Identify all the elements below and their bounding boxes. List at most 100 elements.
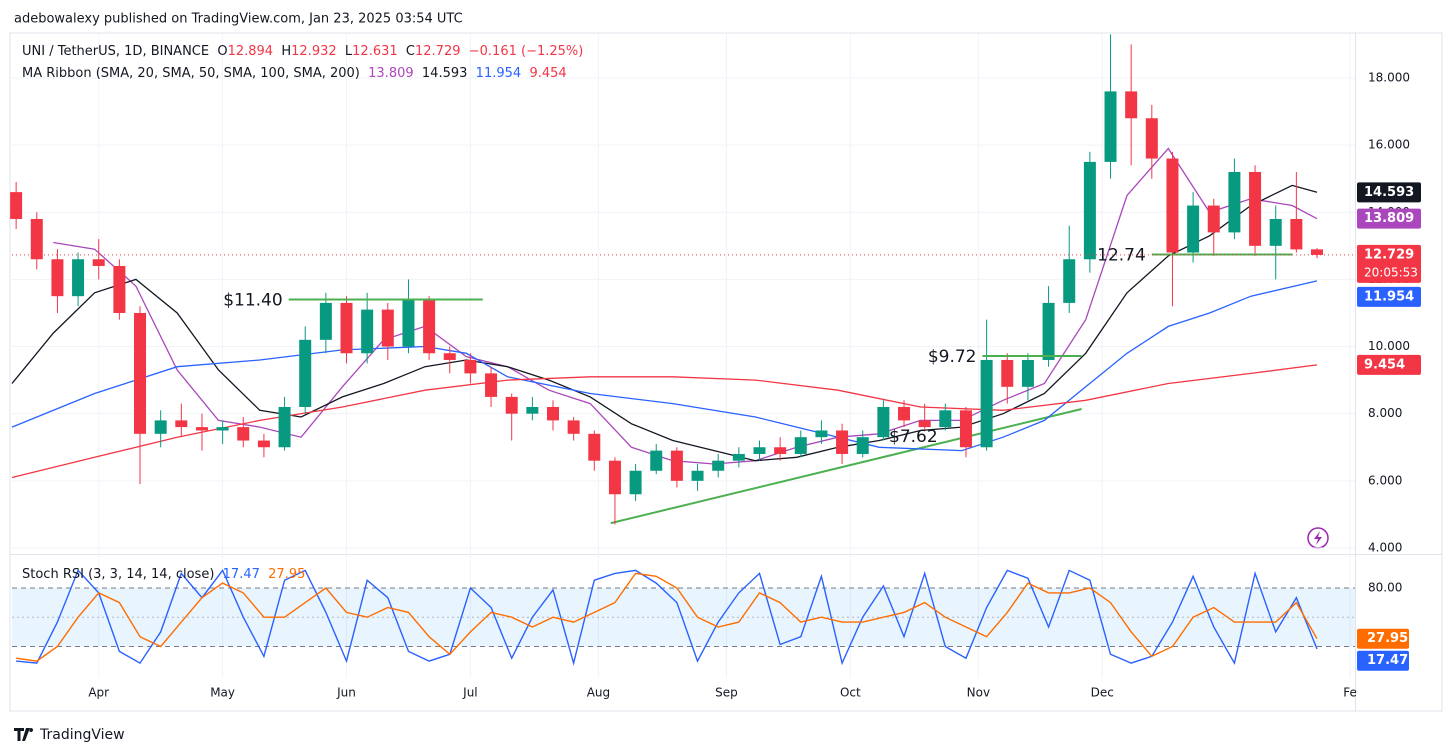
candle-body [691,470,704,481]
candle-body [1249,171,1262,246]
x-tick-label: Nov [967,686,990,700]
candle-body [340,302,353,354]
stoch-line [16,569,1318,666]
candle-body [918,420,931,428]
price-label-box [1357,354,1421,375]
candle-body [567,420,580,434]
candle-body [1001,359,1014,387]
ohlc-letter: O [217,44,228,59]
candle-body [774,447,787,454]
footer-brand: TradingView [39,727,125,743]
price-label-box [1357,244,1421,283]
ma-line [11,184,1318,462]
ma-title: MA Ribbon (SMA, 20, SMA, 50, SMA, 100, S… [22,66,360,81]
candle-body [505,396,518,414]
annotation-label: $7.62 [889,427,938,447]
header: adebowalexy published on TradingView.com… [14,12,463,27]
y-tick-label: 4.000 [1368,540,1402,554]
x-tick-label: May [210,686,235,700]
candle-body [815,430,828,438]
ma-line [53,147,1318,465]
stoch-value: 17.47 [222,567,260,582]
ma-legend: MA Ribbon (SMA, 20, SMA, 50, SMA, 100, S… [22,66,567,81]
level-label: 12.74 [1097,246,1146,266]
stoch-label-box [1357,650,1409,671]
countdown: 20:05:53 [1364,265,1418,279]
candle-body [588,433,601,461]
candle-body [877,406,890,438]
candle-body [464,359,477,374]
stoch-label: 17.47 [1367,653,1408,668]
candle-body [670,450,683,481]
candle-body [278,406,291,448]
candle-body [526,406,539,414]
candle-body [1166,158,1179,253]
ma-value: 13.809 [368,66,414,81]
candle-body [629,470,642,495]
candle-body [732,453,745,461]
candle-body [443,353,456,360]
x-tick-label: Apr [88,686,109,700]
candle-body [175,420,188,428]
y-tick-label: 18.000 [1368,70,1410,84]
level-label: $9.72 [928,347,977,367]
x-tick-label: Dec [1091,686,1114,700]
candle-body [1063,259,1076,303]
x-tick-label: Fe [1343,686,1357,700]
stoch-value: 27.95 [268,567,306,582]
candle-body [856,437,869,454]
candle-body [361,309,374,354]
x-tick-label: Jun [336,686,356,700]
price-label: 13.809 [1364,211,1414,226]
candle-body [216,427,229,431]
candle-body [939,410,952,428]
trendline [610,408,1082,525]
price-label-box [1357,182,1421,203]
ma-line [11,364,1318,479]
ohlc-value: 12.631 [352,44,398,59]
candle-body [959,410,972,448]
ohlc-letter: L [344,44,353,59]
candle-body [402,299,415,347]
ohlc-letter: H [281,44,292,59]
candle-body [1125,91,1138,119]
candle-body [92,259,105,266]
candle-body [134,312,147,434]
ma-value: 11.954 [475,66,522,81]
candle-body [980,359,993,448]
candle-body [836,430,849,454]
candle-body [1207,205,1220,233]
candle-body [257,440,270,448]
candle-body [381,309,394,347]
price-label: 11.954 [1364,289,1414,304]
y-tick-label: 16.000 [1368,138,1410,152]
candle-body [753,447,766,454]
candle-body [1290,218,1303,250]
level-label: $11.40 [223,291,282,311]
candle-body [608,460,621,495]
candle-body [113,265,126,313]
candle-body [1042,302,1055,360]
stoch-title: Stoch RSI (3, 3, 14, 14, close) [22,567,215,582]
candle-body [712,460,725,471]
y-tick-label: 80.00 [1368,580,1402,594]
ma-value: 14.593 [421,66,468,81]
stoch-label-box [1357,628,1409,649]
stoch-legend: Stoch RSI (3, 3, 14, 14, close) 17.47 27… [22,567,305,582]
ma-value: 9.454 [529,66,567,81]
y-tick-label: 6.000 [1368,473,1402,487]
candle-body [1083,161,1096,260]
candle-body [650,450,663,471]
candle-body [51,259,64,297]
candle-body [319,302,332,340]
candle-body [72,259,85,297]
x-tick-label: Aug [587,686,610,700]
stoch-label: 27.95 [1367,631,1408,646]
ohlc-value: 12.894 [227,44,274,59]
symbol-title: UNI / TetherUS, 1D, BINANCE [22,44,210,59]
stoch-line [16,572,1318,662]
ohlc-value: 12.932 [291,44,337,59]
price-label: 9.454 [1364,357,1405,372]
